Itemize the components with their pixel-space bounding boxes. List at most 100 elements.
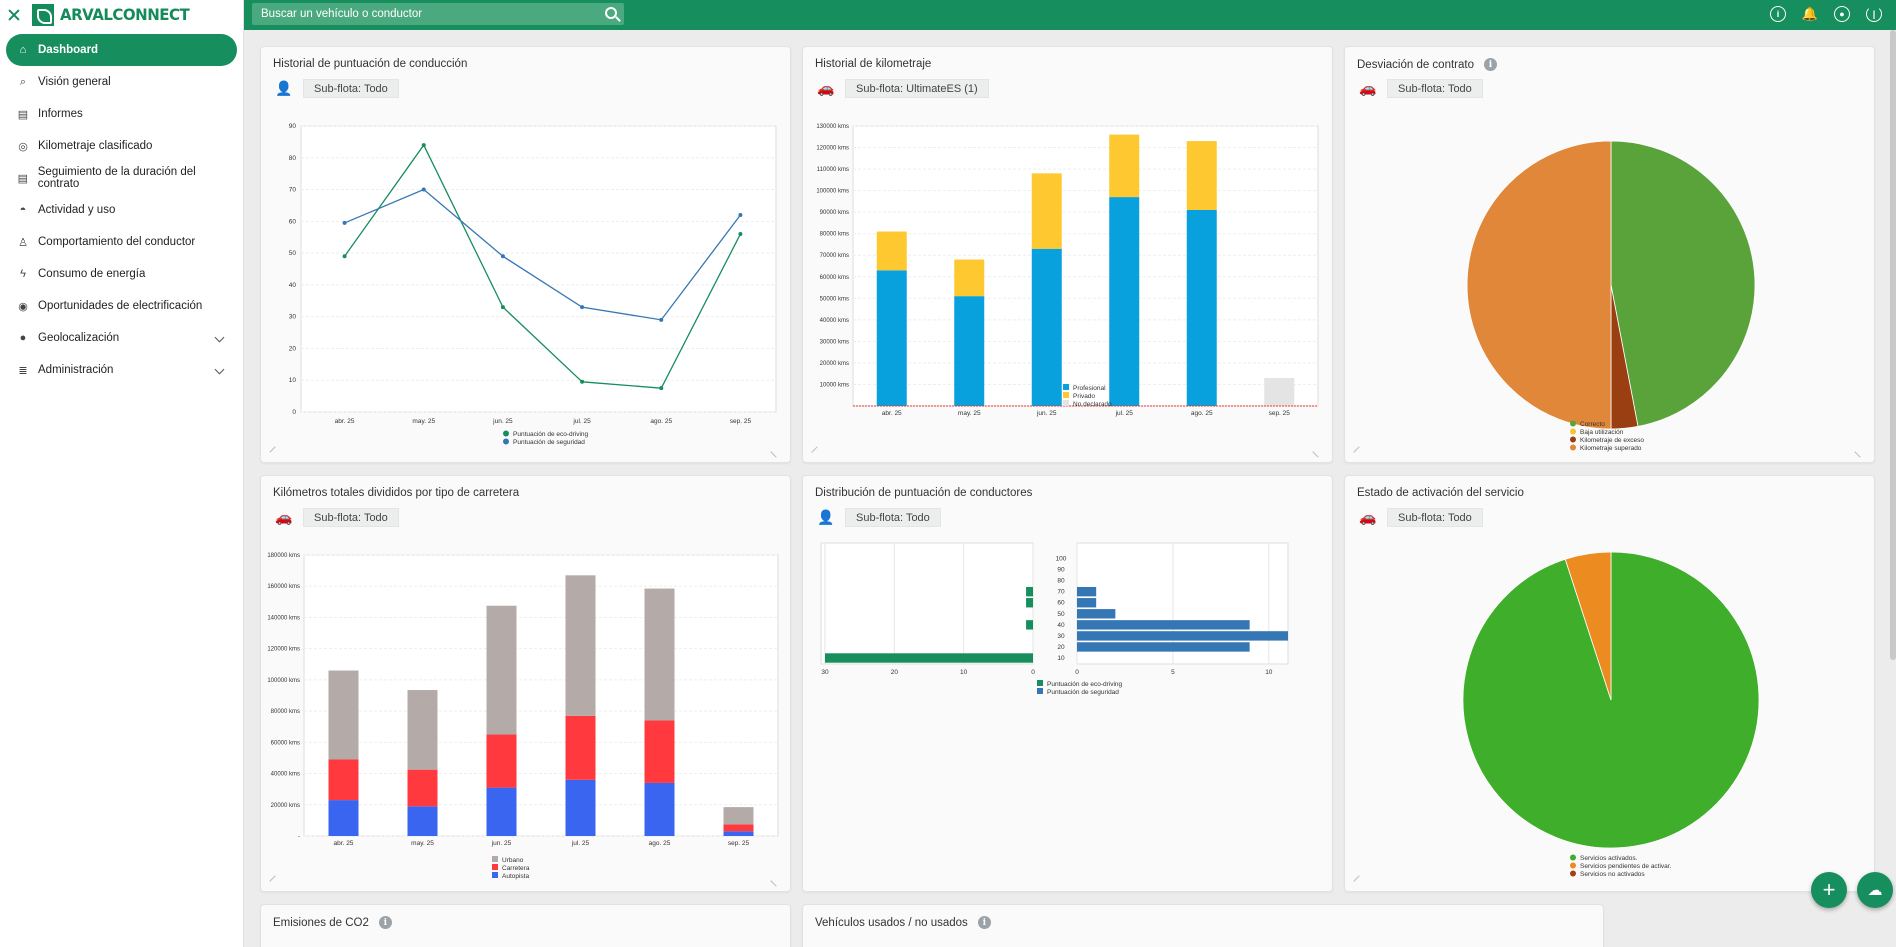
y-tick-label: 160000 kms bbox=[267, 584, 300, 590]
data-point bbox=[500, 254, 505, 259]
sidebar-item-seguimiento-de-la-duración-del-contrato[interactable]: ▤ Seguimiento de la duración del contrato bbox=[6, 162, 237, 194]
y-tick-label: 110000 kms bbox=[817, 167, 849, 173]
bar bbox=[1077, 598, 1097, 608]
document-icon: ▤ bbox=[17, 172, 29, 185]
card-title: Historial de puntuación de conducción bbox=[273, 58, 468, 70]
legend-label: Puntuación de eco-driving bbox=[1047, 681, 1123, 688]
sidebar-item-consumo-de-energía[interactable]: ϟ Consumo de energía bbox=[6, 258, 237, 290]
sidebar-item-label: Seguimiento de la duración del contrato bbox=[37, 166, 196, 190]
sidebar-item-informes[interactable]: ▤ Informes bbox=[6, 98, 237, 130]
sidebar-item-label: Actividad y uso bbox=[38, 204, 116, 216]
info-icon[interactable]: i bbox=[977, 916, 991, 929]
info-icon[interactable]: i bbox=[378, 916, 392, 929]
y-tick-label: 120000 kms bbox=[816, 146, 849, 152]
search-icon[interactable] bbox=[605, 7, 617, 19]
info-icon[interactable]: i bbox=[1770, 6, 1786, 22]
score-distribution-chart: 30 20 10 0 0 5 10102030405060708090100Puntuaci… bbox=[820, 542, 1289, 696]
y-tick-label: 80000 kms bbox=[820, 232, 849, 238]
legend-swatch bbox=[1037, 680, 1043, 686]
subfleet-selector: 🚗 Sub-flota: Todo bbox=[275, 508, 399, 527]
legend-swatch bbox=[1063, 400, 1069, 406]
home-icon: ⌂ bbox=[19, 44, 27, 56]
x-tick-label: 5 bbox=[1171, 669, 1175, 676]
subfleet-button[interactable]: Sub-flota: Todo bbox=[303, 508, 399, 527]
category-label: 30 bbox=[1057, 633, 1065, 640]
top-icons: i 🔔 ● | bbox=[1770, 6, 1882, 22]
search-box[interactable] bbox=[252, 3, 624, 25]
car-icon: 🚗 bbox=[1359, 509, 1377, 525]
legend-label: Baja utilización bbox=[1580, 429, 1624, 436]
x-tick-label: abr. 25 bbox=[882, 410, 902, 417]
y-tick-label: 30000 kms bbox=[820, 339, 849, 345]
subfleet-button[interactable]: Sub-flota: Todo bbox=[303, 79, 399, 98]
sidebar-item-oportunidades-de-electrificación[interactable]: ◉ Oportunidades de electrificación bbox=[6, 290, 237, 322]
sidebar-item-label: Kilometraje clasificado bbox=[38, 140, 153, 152]
car-icon: 🚗 bbox=[817, 80, 835, 96]
close-icon[interactable] bbox=[6, 7, 22, 23]
bar-segment bbox=[876, 231, 907, 271]
category-label: 70 bbox=[1057, 589, 1065, 596]
sidebar-item-label: Consumo de energía bbox=[38, 268, 146, 280]
pin-icon: ● bbox=[19, 332, 27, 344]
y-tick-label: 10000 kms bbox=[820, 382, 849, 388]
logo[interactable]: ARVALCONNECT bbox=[32, 4, 190, 26]
search-input[interactable] bbox=[252, 8, 592, 20]
legend-label: Correcto bbox=[1580, 421, 1605, 428]
add-button[interactable]: + bbox=[1811, 872, 1847, 908]
subfleet-button[interactable]: Sub-flota: Todo bbox=[845, 508, 941, 527]
legend-swatch bbox=[1570, 420, 1576, 427]
card-driving-score: Historial de puntuación de conducción 👤 … bbox=[260, 46, 791, 463]
service-pie-chart: Servicios activados.Servicios pendientes… bbox=[1462, 551, 1760, 878]
x-tick-label: 10 bbox=[1265, 669, 1273, 676]
sidebar-item-administración[interactable]: ≣ Administración bbox=[6, 354, 237, 386]
logo-text: ARVALCONNECT bbox=[60, 5, 190, 25]
category-label: 20 bbox=[1057, 644, 1065, 651]
y-tick-label: 120000 kms bbox=[267, 647, 300, 653]
car-icon: 🚗 bbox=[275, 509, 293, 525]
card-service-activation: Estado de activación del servicio 🚗 Sub-… bbox=[1344, 475, 1875, 892]
category-label: 10 bbox=[1057, 655, 1065, 662]
y-tick-label: 80 bbox=[289, 155, 297, 162]
x-tick-label: 30 bbox=[821, 669, 829, 676]
bell-icon[interactable]: 🔔 bbox=[1801, 6, 1819, 21]
subfleet-selector: 🚗 Sub-flota: UltimateES (1) bbox=[817, 79, 989, 98]
y-tick-label: 70 bbox=[289, 187, 297, 194]
chevron-down-icon[interactable] bbox=[214, 332, 225, 343]
bar-segment bbox=[1109, 134, 1140, 198]
road-type-chart: - 20000 kms 40000 kms 60000 kms 80000 kms 100… bbox=[267, 553, 779, 880]
subfleet-button[interactable]: Sub-flota: Todo bbox=[1387, 508, 1483, 527]
cloud-download-icon: ☁ bbox=[1867, 882, 1883, 899]
card-mileage-history: Historial de kilometraje 🚗 Sub-flota: Ul… bbox=[802, 46, 1333, 463]
user-icon[interactable]: ● bbox=[1834, 6, 1850, 22]
sidebar-item-comportamiento-del-conductor[interactable]: ♙ Comportamiento del conductor bbox=[6, 226, 237, 258]
scrollbar[interactable] bbox=[1890, 30, 1896, 660]
sidebar-item-visión-general[interactable]: ⌕ Visión general bbox=[6, 66, 237, 98]
cloud-download-button[interactable]: ☁ bbox=[1857, 872, 1893, 908]
card-title: Distribución de puntuación de conductore… bbox=[815, 487, 1033, 499]
legend-label: Privado bbox=[1073, 393, 1095, 400]
legend-swatch bbox=[1570, 854, 1576, 861]
info-icon[interactable]: i bbox=[1483, 58, 1497, 71]
x-tick-label: jul. 25 bbox=[1115, 410, 1134, 417]
y-tick-label: 0 bbox=[292, 409, 296, 416]
sidebar-item-geolocalización[interactable]: ● Geolocalización bbox=[6, 322, 237, 354]
sidebar-item-actividad-y-uso[interactable]: ◓ Actividad y uso bbox=[6, 194, 237, 226]
sidebar-item-kilometraje-clasificado[interactable]: ◎ Kilometraje clasificado bbox=[6, 130, 237, 162]
subfleet-button[interactable]: Sub-flota: Todo bbox=[1387, 79, 1483, 98]
sidebar-item-dashboard[interactable]: ⌂ Dashboard bbox=[6, 34, 237, 66]
bar bbox=[1077, 586, 1097, 597]
chevron-down-icon[interactable] bbox=[214, 364, 225, 375]
sidebar-item-label: Visión general bbox=[38, 76, 111, 88]
plot-area bbox=[300, 125, 777, 413]
top-bar: i 🔔 ● | bbox=[244, 0, 1896, 30]
bar-segment bbox=[328, 759, 359, 801]
plot-area bbox=[852, 125, 1319, 407]
subfleet-button[interactable]: Sub-flota: UltimateES (1) bbox=[845, 79, 989, 98]
bar-segment bbox=[1186, 141, 1217, 210]
data-point bbox=[421, 143, 426, 148]
y-tick-label: 40 bbox=[289, 282, 297, 289]
y-tick-label: 10 bbox=[289, 377, 297, 384]
legend-label: Carretera bbox=[502, 865, 530, 872]
power-icon[interactable]: | bbox=[1866, 6, 1882, 22]
